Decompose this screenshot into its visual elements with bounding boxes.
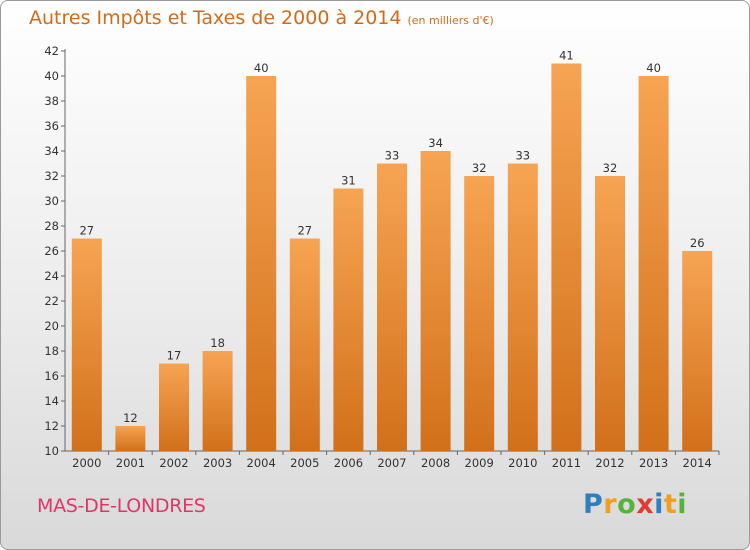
y-tick-label: 24 bbox=[44, 269, 59, 283]
x-tick-label: 2008 bbox=[421, 456, 450, 470]
value-label-2007: 33 bbox=[385, 149, 400, 163]
value-label-2010: 33 bbox=[515, 149, 530, 163]
bar-2001 bbox=[115, 426, 146, 451]
value-label-2004: 40 bbox=[254, 61, 269, 75]
value-label-2011: 41 bbox=[559, 49, 574, 63]
y-tick-label: 16 bbox=[44, 369, 59, 383]
value-label-2003: 18 bbox=[210, 336, 225, 350]
bar-2014 bbox=[682, 251, 713, 451]
x-tick-label: 2002 bbox=[159, 456, 188, 470]
x-tick-label: 2004 bbox=[247, 456, 276, 470]
value-label-2009: 32 bbox=[472, 161, 487, 175]
bar-2010 bbox=[507, 163, 538, 451]
y-tick-label: 12 bbox=[44, 419, 59, 433]
commune-name: MAS-DE-LONDRES bbox=[37, 495, 206, 517]
chart-unit: (en milliers d'€) bbox=[407, 14, 494, 27]
y-tick-label: 18 bbox=[44, 344, 59, 358]
value-label-2001: 12 bbox=[123, 411, 138, 425]
y-tick-label: 32 bbox=[44, 169, 59, 183]
bar-2005 bbox=[289, 238, 320, 451]
bar-2002 bbox=[159, 363, 189, 451]
y-tick-label: 42 bbox=[44, 44, 59, 58]
logo-letter: i bbox=[677, 489, 688, 520]
y-tick-label: 28 bbox=[44, 219, 59, 233]
bar-2006 bbox=[333, 188, 364, 451]
x-tick-label: 2013 bbox=[639, 456, 668, 470]
logo-letter: P bbox=[583, 489, 604, 520]
x-tick-label: 2010 bbox=[508, 456, 537, 470]
y-tick-label: 10 bbox=[44, 444, 59, 458]
y-tick-label: 40 bbox=[44, 69, 59, 83]
bar-2013 bbox=[638, 76, 669, 451]
logo-letter: r bbox=[603, 489, 618, 520]
value-label-2014: 26 bbox=[690, 236, 705, 250]
y-tick-label: 34 bbox=[44, 144, 59, 158]
proxiti-logo: Proxiti bbox=[583, 489, 687, 520]
x-tick-label: 2001 bbox=[116, 456, 145, 470]
value-label-2002: 17 bbox=[167, 349, 182, 363]
x-tick-label: 2007 bbox=[377, 456, 406, 470]
y-tick-label: 36 bbox=[44, 119, 59, 133]
value-label-2006: 31 bbox=[341, 174, 356, 188]
y-tick-label: 14 bbox=[44, 394, 59, 408]
bar-2000 bbox=[71, 238, 102, 451]
y-tick-label: 22 bbox=[44, 294, 59, 308]
x-tick-label: 2003 bbox=[203, 456, 232, 470]
chart-title-text: Autres Impôts et Taxes de 2000 à 2014 bbox=[29, 7, 402, 29]
logo-letter: x bbox=[636, 489, 655, 520]
value-label-2013: 40 bbox=[646, 61, 661, 75]
x-tick-label: 2012 bbox=[595, 456, 624, 470]
chart-title: Autres Impôts et Taxes de 2000 à 2014 (en… bbox=[29, 7, 494, 29]
x-tick-label: 2009 bbox=[465, 456, 494, 470]
value-label-2012: 32 bbox=[603, 161, 618, 175]
value-label-2005: 27 bbox=[297, 224, 312, 238]
bar-2004 bbox=[246, 76, 277, 451]
bar-2012 bbox=[595, 176, 625, 451]
y-tick-label: 20 bbox=[44, 319, 59, 333]
x-tick-label: 2014 bbox=[683, 456, 712, 470]
bar-2007 bbox=[377, 163, 407, 451]
bars bbox=[71, 63, 713, 451]
y-tick-label: 30 bbox=[44, 194, 59, 208]
y-tick-label: 38 bbox=[44, 94, 59, 108]
value-label-2000: 27 bbox=[79, 224, 94, 238]
bar-2009 bbox=[464, 176, 495, 451]
x-tick-label: 2000 bbox=[72, 456, 101, 470]
y-tick-label: 26 bbox=[44, 244, 59, 258]
value-labels: 27 12 17 18 40 27 31 33 34 32 33 41 32 40 26 bbox=[79, 49, 704, 426]
bar-2011 bbox=[551, 63, 582, 451]
logo-letter: t bbox=[663, 489, 678, 520]
logo-letter: o bbox=[617, 489, 637, 520]
x-tick-label: 2006 bbox=[334, 456, 363, 470]
x-tick-label: 2005 bbox=[290, 456, 319, 470]
value-label-2008: 34 bbox=[428, 136, 443, 150]
bar-2008 bbox=[420, 151, 451, 451]
bar-2003 bbox=[202, 351, 233, 451]
x-tick-label: 2011 bbox=[552, 456, 581, 470]
logo-letter: i bbox=[654, 489, 664, 520]
